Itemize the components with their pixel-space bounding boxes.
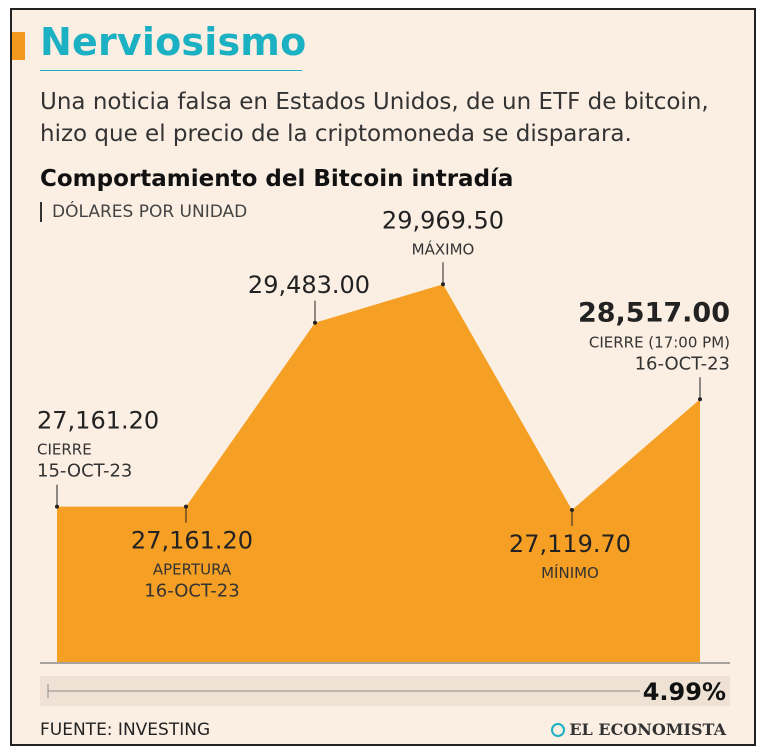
source-label: FUENTE: INVESTING	[40, 720, 211, 740]
unit-label: DÓLARES POR UNIDAD	[40, 202, 247, 222]
point-caption: MÍNIMO	[541, 563, 599, 582]
data-point	[570, 507, 574, 512]
infographic-frame: Nerviosismo Una noticia falsa en Estados…	[10, 8, 756, 746]
value-label: 29,969.50	[382, 206, 504, 234]
point-caption: CIERRE (17:00 PM)	[589, 333, 730, 351]
value-label: 28,517.00	[578, 297, 730, 328]
accent-bar	[12, 32, 25, 60]
point-caption: CIERRE	[37, 441, 92, 459]
data-point	[698, 397, 702, 402]
point-caption: MÁXIMO	[412, 239, 475, 258]
point-caption: 15-OCT-23	[37, 461, 132, 482]
bitcoin-area-chart: 27,161.20 CIERRE 15-OCT-23 27,161.20 APERTUR…	[37, 206, 730, 664]
page-title: Nerviosismo	[40, 20, 307, 64]
change-bar-track	[47, 684, 640, 698]
value-label: 27,161.20	[37, 407, 159, 435]
area-fill	[57, 284, 700, 662]
value-label: 27,161.20	[131, 527, 253, 555]
data-point	[55, 504, 59, 509]
title-underline	[40, 70, 302, 71]
chart-title: Comportamiento del Bitcoin intradía	[40, 166, 514, 192]
value-label: 27,119.70	[509, 530, 631, 558]
logo-text: EL ECONOMISTA	[569, 720, 726, 739]
value-label: 29,483.00	[248, 271, 370, 299]
data-point	[313, 320, 317, 325]
point-caption: APERTURA	[153, 561, 232, 579]
change-bar	[40, 676, 730, 706]
point-caption: 16-OCT-23	[635, 353, 730, 374]
point-caption: 16-OCT-23	[144, 581, 239, 602]
logo-icon	[551, 722, 566, 737]
data-point	[441, 282, 445, 287]
publisher-logo: EL ECONOMISTA	[551, 720, 726, 739]
change-value: 4.99%	[642, 678, 726, 706]
subtitle: Una noticia falsa en Estados Unidos, de …	[40, 89, 709, 147]
data-point	[184, 504, 188, 509]
